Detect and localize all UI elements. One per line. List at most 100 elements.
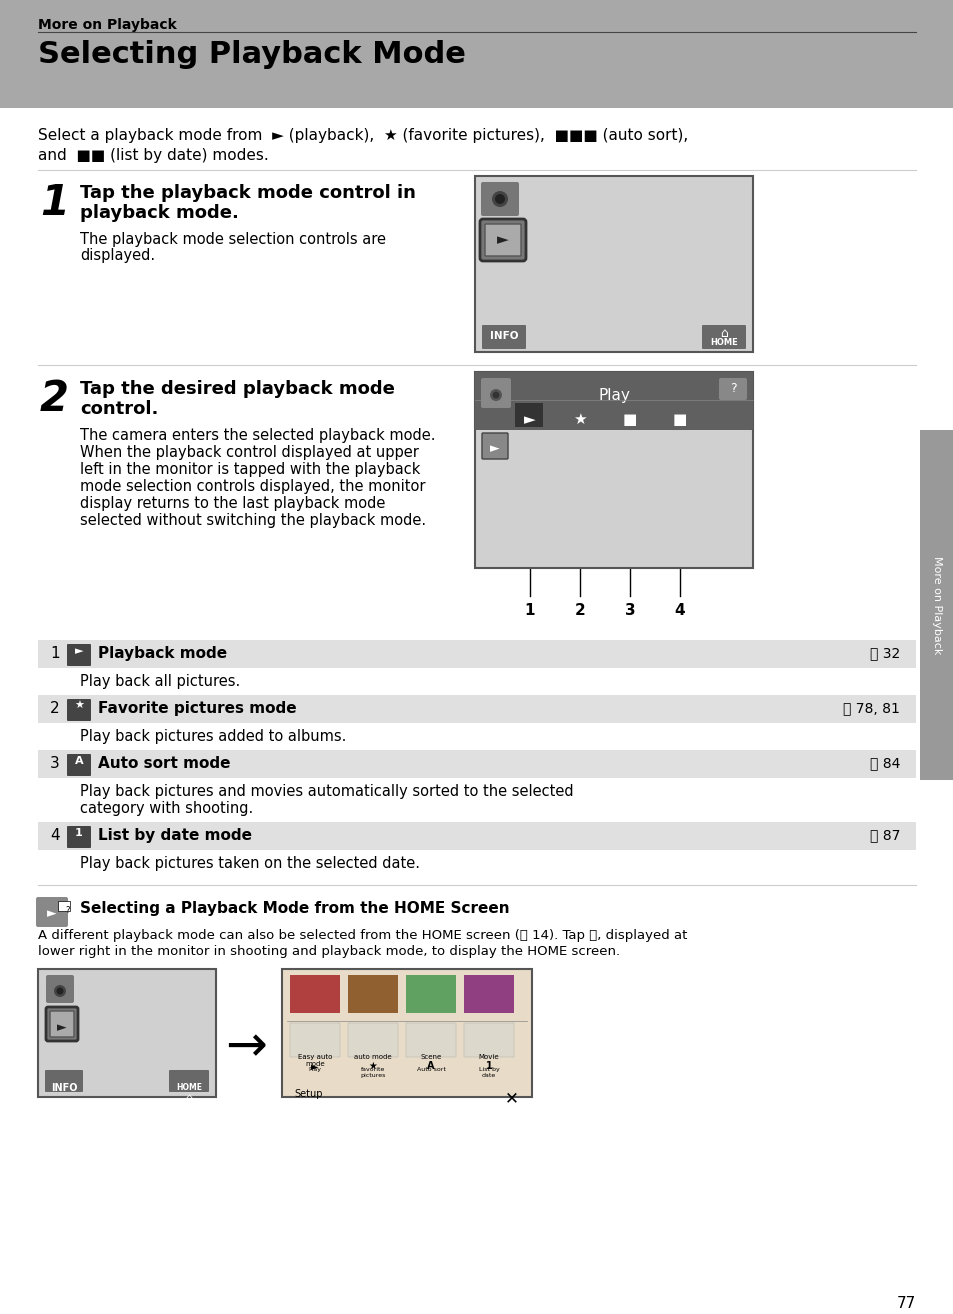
Circle shape <box>54 986 66 997</box>
Text: ►: ► <box>490 442 499 455</box>
Text: Tap the desired playback mode: Tap the desired playback mode <box>80 380 395 398</box>
FancyBboxPatch shape <box>719 378 746 399</box>
Text: and  ■■ (list by date) modes.: and ■■ (list by date) modes. <box>38 148 269 163</box>
FancyBboxPatch shape <box>67 699 91 721</box>
Text: favorite
pictures: favorite pictures <box>360 1067 385 1077</box>
Text: ?: ? <box>66 905 71 915</box>
Text: left in the monitor is tapped with the playback: left in the monitor is tapped with the p… <box>80 463 420 477</box>
Text: Selecting a Playback Mode from the HOME Screen: Selecting a Playback Mode from the HOME … <box>80 901 509 916</box>
Text: displayed.: displayed. <box>80 248 155 263</box>
Bar <box>282 968 532 1097</box>
Bar <box>38 968 215 1097</box>
Bar <box>38 640 915 668</box>
Text: The camera enters the selected playback mode.: The camera enters the selected playback … <box>80 428 435 443</box>
Text: Favorite pictures mode: Favorite pictures mode <box>98 700 296 716</box>
Text: ►: ► <box>74 646 83 656</box>
Text: 4: 4 <box>674 603 684 618</box>
FancyBboxPatch shape <box>701 325 745 350</box>
Text: HOME: HOME <box>709 338 737 347</box>
Text: ⧁ 87: ⧁ 87 <box>869 828 899 842</box>
FancyBboxPatch shape <box>46 975 74 1003</box>
Text: ?: ? <box>729 382 736 396</box>
Text: ►: ► <box>57 1021 67 1034</box>
Text: lower right in the monitor in shooting and playback mode, to display the HOME sc: lower right in the monitor in shooting a… <box>38 945 619 958</box>
FancyBboxPatch shape <box>479 219 525 261</box>
Bar <box>475 372 752 430</box>
Circle shape <box>490 389 501 401</box>
Text: The playback mode selection controls are: The playback mode selection controls are <box>80 233 386 247</box>
Text: 77: 77 <box>896 1296 915 1311</box>
Bar <box>0 0 953 108</box>
Text: 1: 1 <box>75 828 83 838</box>
Text: Auto sort mode: Auto sort mode <box>98 756 231 771</box>
Text: ►: ► <box>523 413 536 427</box>
Text: When the playback control displayed at upper: When the playback control displayed at u… <box>80 445 418 460</box>
Text: 1: 1 <box>50 646 59 661</box>
FancyBboxPatch shape <box>481 434 507 459</box>
Text: ✕: ✕ <box>504 1089 518 1106</box>
Text: selected without switching the playback mode.: selected without switching the playback … <box>80 512 426 528</box>
Text: 2: 2 <box>574 603 585 618</box>
FancyBboxPatch shape <box>50 1010 74 1037</box>
Text: Playback mode: Playback mode <box>98 646 227 661</box>
FancyBboxPatch shape <box>67 827 91 848</box>
Text: 4: 4 <box>50 828 59 844</box>
Text: Setup: Setup <box>294 1089 322 1099</box>
Text: Easy auto
mode: Easy auto mode <box>297 1054 332 1067</box>
Text: List by date mode: List by date mode <box>98 828 252 844</box>
Bar <box>290 1024 339 1056</box>
Bar <box>406 1024 456 1056</box>
Text: 1: 1 <box>40 183 69 223</box>
Text: ►: ► <box>47 907 57 920</box>
Bar <box>38 823 915 850</box>
Bar <box>348 975 397 1013</box>
Text: category with shooting.: category with shooting. <box>80 802 253 816</box>
Text: ►: ► <box>497 233 508 247</box>
Bar <box>348 1024 397 1056</box>
Circle shape <box>492 191 507 208</box>
Text: List by
date: List by date <box>478 1067 498 1077</box>
Text: A different playback mode can also be selected from the HOME screen (⧁ 14). Tap : A different playback mode can also be se… <box>38 929 687 942</box>
Bar <box>463 1024 514 1056</box>
Bar <box>515 403 542 427</box>
Text: ■: ■ <box>622 413 637 427</box>
Text: Scene: Scene <box>420 1054 441 1060</box>
Text: 2: 2 <box>50 700 59 716</box>
Text: Tap the playback mode control in: Tap the playback mode control in <box>80 184 416 202</box>
Text: ⧁ 78, 81: ⧁ 78, 81 <box>842 700 899 715</box>
Text: 1: 1 <box>524 603 535 618</box>
Bar <box>38 695 915 723</box>
Text: INFO: INFO <box>51 1083 77 1093</box>
Text: Play back all pictures.: Play back all pictures. <box>80 674 240 689</box>
Text: 1: 1 <box>485 1060 492 1071</box>
Bar <box>406 975 456 1013</box>
Text: ⧁ 84: ⧁ 84 <box>869 756 899 770</box>
FancyBboxPatch shape <box>484 223 520 256</box>
Text: ⌂: ⌂ <box>720 327 727 340</box>
Text: display returns to the last playback mode: display returns to the last playback mod… <box>80 495 385 511</box>
Bar <box>58 901 70 911</box>
Text: Select a playback mode from  ► (playback),  ★ (favorite pictures),  ■■■ (auto so: Select a playback mode from ► (playback)… <box>38 127 687 143</box>
Text: ★: ★ <box>74 700 84 711</box>
Text: ⌂: ⌂ <box>185 1093 193 1102</box>
Bar <box>463 975 514 1013</box>
Text: control.: control. <box>80 399 158 418</box>
Text: INFO: INFO <box>489 331 517 342</box>
FancyBboxPatch shape <box>480 183 518 215</box>
Text: A: A <box>427 1060 435 1071</box>
Text: 2: 2 <box>40 378 69 420</box>
Text: Movie: Movie <box>478 1054 498 1060</box>
Bar <box>290 975 339 1013</box>
Text: ★: ★ <box>368 1060 377 1071</box>
Bar <box>38 750 915 778</box>
Bar <box>475 176 752 352</box>
Text: →: → <box>225 1024 267 1071</box>
Text: ■: ■ <box>672 413 686 427</box>
FancyBboxPatch shape <box>67 754 91 777</box>
Text: Auto sort: Auto sort <box>416 1067 445 1072</box>
FancyBboxPatch shape <box>67 644 91 666</box>
FancyBboxPatch shape <box>480 378 511 409</box>
Text: 3: 3 <box>624 603 635 618</box>
Text: Play: Play <box>308 1067 321 1072</box>
Text: 3: 3 <box>50 756 60 771</box>
